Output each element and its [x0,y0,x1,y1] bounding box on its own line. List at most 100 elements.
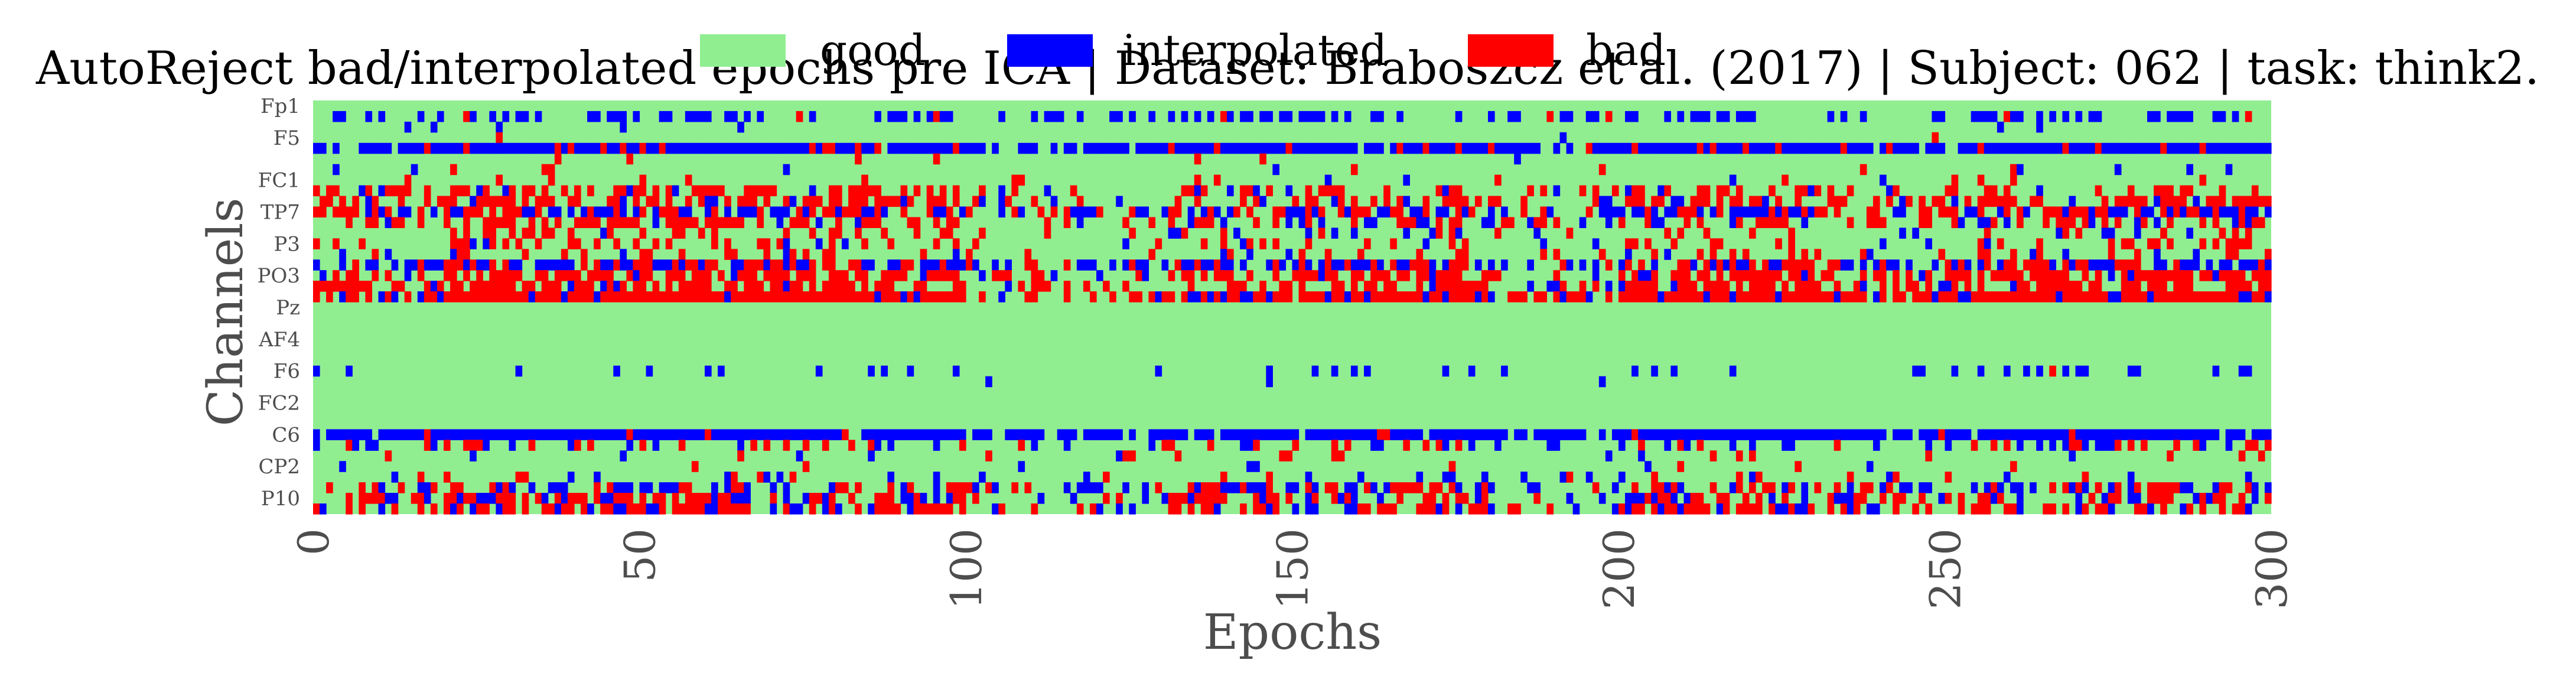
heatmap-cell [1938,142,1946,154]
heatmap-cell [2264,142,2272,154]
heatmap-cell [802,142,810,154]
heatmap-cell [1788,270,1795,281]
heatmap-cell [2141,429,2148,440]
heatmap-cell [1344,429,1351,440]
heatmap-cell [1213,291,1221,303]
heatmap-cell [711,503,718,515]
heatmap-cell [333,206,340,218]
heatmap-cell [1808,185,1815,197]
heatmap-cell [1527,185,1534,197]
heatmap-cell [1749,196,1756,207]
heatmap-cell [1598,206,1606,218]
heatmap-cell [835,217,842,228]
heatmap-cell [1409,482,1417,493]
heatmap-cell [607,291,614,303]
heatmap-cell [1872,217,1880,228]
heatmap-cell [1951,206,1959,218]
heatmap-cell [1063,142,1071,154]
heatmap-cell [711,206,718,218]
heatmap-cell [815,291,823,303]
heatmap-cell [1357,472,1364,483]
heatmap-cell [2003,503,2011,515]
heatmap-cell [724,429,731,440]
heatmap-cell [1716,185,1724,197]
heatmap-cell [1735,185,1743,197]
heatmap-cell [2017,493,2024,504]
heatmap-cell [1821,270,1828,281]
heatmap-cell [554,259,562,271]
heatmap-cell [894,110,901,122]
heatmap-cell [1703,503,1711,515]
heatmap-cell [600,142,607,154]
heatmap-cell [737,482,744,493]
heatmap-cell [2036,185,2043,197]
heatmap-cell [2036,121,2043,133]
heatmap-cell [913,281,921,292]
heatmap-cell [1331,429,1339,440]
heatmap-cell [1377,259,1384,271]
heatmap-cell [2003,185,2011,197]
heatmap-cell [2154,185,2161,197]
heatmap-cell [444,217,451,228]
heatmap-cell [502,142,510,154]
heatmap-cell [952,493,960,504]
heatmap-cell [515,206,523,218]
heatmap-cell [2180,196,2187,207]
heatmap-cell [1488,110,1495,122]
heatmap-cell [2154,291,2161,303]
heatmap-cell [1997,259,2004,271]
channel-tick-label: AF4 [258,328,300,352]
heatmap-cell [776,281,784,292]
heatmap-cell [1207,110,1214,122]
heatmap-cell [1749,450,1756,462]
heatmap-cell [1442,365,1450,377]
heatmap-cell [1553,429,1561,440]
heatmap-cell [1859,259,1867,271]
heatmap-cell [1272,270,1279,281]
heatmap-cell [1925,450,1932,462]
heatmap-cell [1292,482,1300,493]
heatmap-cell [1005,281,1012,292]
heatmap-cell [1240,185,1247,197]
heatmap-cell [1769,482,1776,493]
heatmap-cell [1709,450,1717,462]
heatmap-cell [1298,217,1306,228]
heatmap-cell [1187,142,1195,154]
heatmap-cell [1168,429,1175,440]
heatmap-cell [1148,429,1156,440]
heatmap-cell [1285,493,1293,504]
heatmap-cell [385,429,392,440]
heatmap-cell [1011,482,1018,493]
heatmap-cell [2160,206,2167,218]
heatmap-cell [450,228,457,239]
heatmap-cell [1527,259,1534,271]
heatmap-cell [2003,440,2011,451]
heatmap-cell [2245,196,2252,207]
heatmap-cell [1546,281,1554,292]
heatmap-cell [372,482,379,493]
heatmap-cell [861,270,868,281]
heatmap-cell [1155,238,1162,249]
heatmap-cell [1200,185,1208,197]
heatmap-cell [1227,270,1234,281]
heatmap-cell [1795,206,1802,218]
heatmap-cell [1644,238,1652,249]
heatmap-cell [1083,281,1090,292]
heatmap-cell [2095,270,2102,281]
heatmap-cell [1958,429,1965,440]
heatmap-cell [1840,503,1848,515]
heatmap-cell [470,281,477,292]
heatmap-cell [509,291,516,303]
heatmap-cell [1696,196,1704,207]
heatmap-cell [372,440,379,451]
heatmap-cell [1089,503,1097,515]
heatmap-cell [574,291,581,303]
heatmap-cell [1912,365,1919,377]
heatmap-cell [352,196,359,207]
heatmap-cell [581,291,588,303]
heatmap-cell [2082,472,2089,483]
heatmap-cell [1709,238,1717,249]
heatmap-cell [417,217,425,228]
heatmap-cell [2219,206,2226,218]
heatmap-cell [1200,259,1208,271]
